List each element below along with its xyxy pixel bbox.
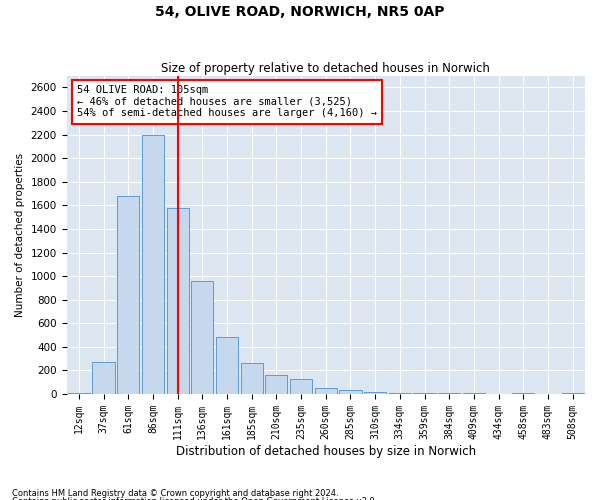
Text: 54, OLIVE ROAD, NORWICH, NR5 0AP: 54, OLIVE ROAD, NORWICH, NR5 0AP <box>155 5 445 19</box>
Bar <box>68 393 90 394</box>
Bar <box>364 392 386 394</box>
Title: Size of property relative to detached houses in Norwich: Size of property relative to detached ho… <box>161 62 490 74</box>
Bar <box>241 364 263 394</box>
Bar <box>92 362 115 394</box>
Y-axis label: Number of detached properties: Number of detached properties <box>15 153 25 317</box>
Bar <box>340 390 362 394</box>
Bar <box>290 378 312 394</box>
Bar <box>314 388 337 394</box>
Text: Contains public sector information licensed under the Open Government Licence v3: Contains public sector information licen… <box>12 497 377 500</box>
X-axis label: Distribution of detached houses by size in Norwich: Distribution of detached houses by size … <box>176 444 476 458</box>
Bar <box>216 338 238 394</box>
Text: Contains HM Land Registry data © Crown copyright and database right 2024.: Contains HM Land Registry data © Crown c… <box>12 488 338 498</box>
Bar <box>191 281 214 394</box>
Bar <box>389 393 411 394</box>
Bar <box>167 208 189 394</box>
Bar <box>117 196 139 394</box>
Bar <box>142 134 164 394</box>
Bar <box>265 375 287 394</box>
Text: 54 OLIVE ROAD: 105sqm
← 46% of detached houses are smaller (3,525)
54% of semi-d: 54 OLIVE ROAD: 105sqm ← 46% of detached … <box>77 85 377 118</box>
